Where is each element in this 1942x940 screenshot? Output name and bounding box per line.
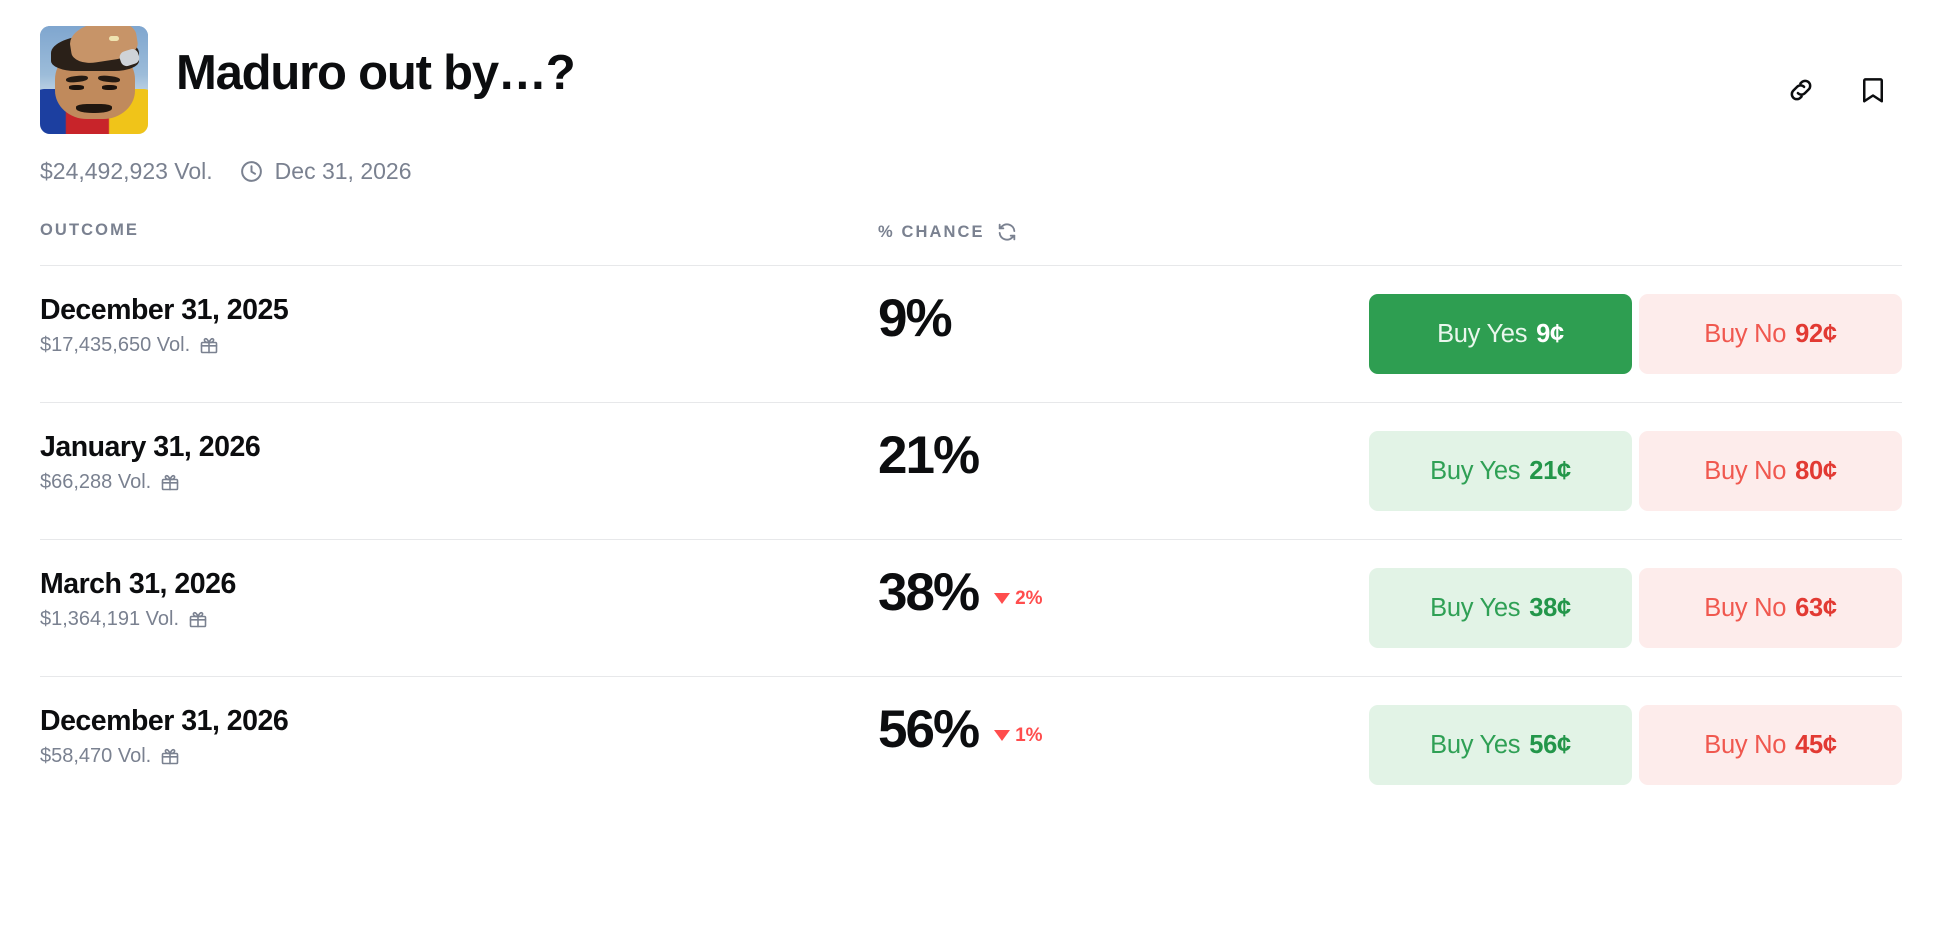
bookmark-icon: [1858, 75, 1888, 108]
market-header: Maduro out by…?: [0, 0, 1942, 134]
chance-value: 21%: [878, 426, 980, 485]
outcome-cell: December 31, 2025 $17,435,650 Vol.: [40, 294, 289, 357]
refresh-icon[interactable]: [996, 221, 1018, 243]
outcome-name: December 31, 2025: [40, 294, 289, 326]
buy-no-button[interactable]: Buy No 45¢: [1639, 705, 1902, 785]
outcome-volume: $1,364,191 Vol.: [40, 607, 180, 630]
row-actions: Buy Yes 38¢ Buy No 63¢: [1369, 568, 1902, 648]
chance-value: 9%: [878, 289, 953, 348]
outcome-subline: $58,470 Vol.: [40, 745, 288, 768]
chance-change-value: 2%: [1015, 587, 1043, 609]
outcome-name: March 31, 2026: [40, 568, 236, 600]
market-volume: $24,492,923 Vol.: [40, 158, 213, 184]
buy-no-label: Buy No: [1704, 730, 1787, 759]
outcome-cell: March 31, 2026 $1,364,191 Vol.: [40, 568, 236, 631]
buy-yes-button[interactable]: Buy Yes 56¢: [1369, 705, 1632, 785]
outcomes-table-header: OUTCOME % CHANCE: [40, 221, 1902, 265]
gift-icon[interactable]: [160, 472, 180, 492]
buy-yes-button[interactable]: Buy Yes 9¢: [1369, 294, 1632, 374]
outcome-cell: January 31, 2026 $66,288 Vol.: [40, 431, 261, 494]
outcome-name: January 31, 2026: [40, 431, 261, 463]
triangle-down-icon: [994, 730, 1011, 741]
chance-change-value: 1%: [1015, 724, 1043, 746]
clock-icon: [239, 159, 264, 184]
market-avatar: [40, 26, 148, 134]
row-actions: Buy Yes 56¢ Buy No 45¢: [1369, 705, 1902, 785]
buy-no-label: Buy No: [1704, 593, 1787, 622]
chance-value: 38%: [878, 563, 980, 622]
buy-yes-price: 38¢: [1529, 593, 1571, 622]
row-actions: Buy Yes 21¢ Buy No 80¢: [1369, 431, 1902, 511]
bookmark-button[interactable]: [1856, 74, 1890, 108]
outcome-name: December 31, 2026: [40, 705, 289, 737]
table-row[interactable]: January 31, 2026 $66,288 Vol. 21%: [40, 402, 1902, 539]
outcome-volume: $17,435,650 Vol.: [40, 333, 191, 356]
buy-no-button[interactable]: Buy No 63¢: [1639, 568, 1902, 648]
column-header-chance: % CHANCE: [878, 221, 1018, 243]
page-title: Maduro out by…?: [176, 46, 576, 100]
chance-change: 2%: [994, 587, 1043, 610]
buy-yes-label: Buy Yes: [1430, 730, 1521, 759]
buy-no-price: 63¢: [1795, 593, 1837, 622]
table-row[interactable]: March 31, 2026 $1,364,191 Vol. 38%: [40, 539, 1902, 676]
buy-yes-label: Buy Yes: [1430, 456, 1521, 485]
triangle-down-icon: [994, 593, 1011, 604]
buy-yes-price: 9¢: [1536, 319, 1564, 348]
table-row[interactable]: December 31, 2026 $58,470 Vol. 56%: [40, 676, 1902, 813]
market-end-date: Dec 31, 2026: [274, 158, 412, 184]
outcomes-list: December 31, 2025 $17,435,650 Vol. 9%: [40, 265, 1902, 813]
gift-icon[interactable]: [160, 746, 180, 766]
title-block: Maduro out by…?: [148, 26, 1784, 100]
buy-no-label: Buy No: [1704, 456, 1787, 485]
row-actions: Buy Yes 9¢ Buy No 92¢: [1369, 294, 1902, 374]
outcome-subline: $66,288 Vol.: [40, 471, 260, 494]
chance-cell: 21%: [878, 426, 980, 485]
market-meta: $24,492,923 Vol. Dec 31, 2026: [0, 134, 1942, 185]
outcome-subline: $1,364,191 Vol.: [40, 608, 236, 631]
column-header-outcome: OUTCOME: [40, 221, 140, 239]
buy-no-label: Buy No: [1704, 319, 1787, 348]
gift-icon[interactable]: [199, 335, 219, 355]
outcome-subline: $17,435,650 Vol.: [40, 334, 288, 357]
chance-value: 56%: [878, 700, 980, 759]
copy-link-button[interactable]: [1784, 74, 1818, 108]
buy-yes-button[interactable]: Buy Yes 21¢: [1369, 431, 1632, 511]
outcome-cell: December 31, 2026 $58,470 Vol.: [40, 705, 289, 768]
buy-no-price: 45¢: [1795, 730, 1837, 759]
chance-cell: 9%: [878, 289, 953, 348]
outcome-volume: $58,470 Vol.: [40, 744, 152, 767]
buy-no-button[interactable]: Buy No 92¢: [1639, 294, 1902, 374]
gift-icon[interactable]: [188, 609, 208, 629]
buy-no-button[interactable]: Buy No 80¢: [1639, 431, 1902, 511]
table-row[interactable]: December 31, 2025 $17,435,650 Vol. 9%: [40, 265, 1902, 402]
buy-no-price: 92¢: [1795, 319, 1837, 348]
buy-no-price: 80¢: [1795, 456, 1837, 485]
header-actions: [1784, 26, 1902, 108]
chance-cell: 56% 1%: [878, 703, 1043, 756]
buy-yes-price: 21¢: [1529, 456, 1571, 485]
chance-change: 1%: [994, 724, 1043, 747]
chance-cell: 38% 2%: [878, 566, 1043, 619]
buy-yes-price: 56¢: [1529, 730, 1571, 759]
link-icon: [1786, 75, 1816, 108]
market-end-date-wrap: Dec 31, 2026: [239, 158, 412, 185]
outcome-volume: $66,288 Vol.: [40, 470, 152, 493]
column-header-chance-label: % CHANCE: [878, 222, 985, 241]
buy-yes-button[interactable]: Buy Yes 38¢: [1369, 568, 1632, 648]
buy-yes-label: Buy Yes: [1430, 593, 1521, 622]
buy-yes-label: Buy Yes: [1437, 319, 1528, 348]
